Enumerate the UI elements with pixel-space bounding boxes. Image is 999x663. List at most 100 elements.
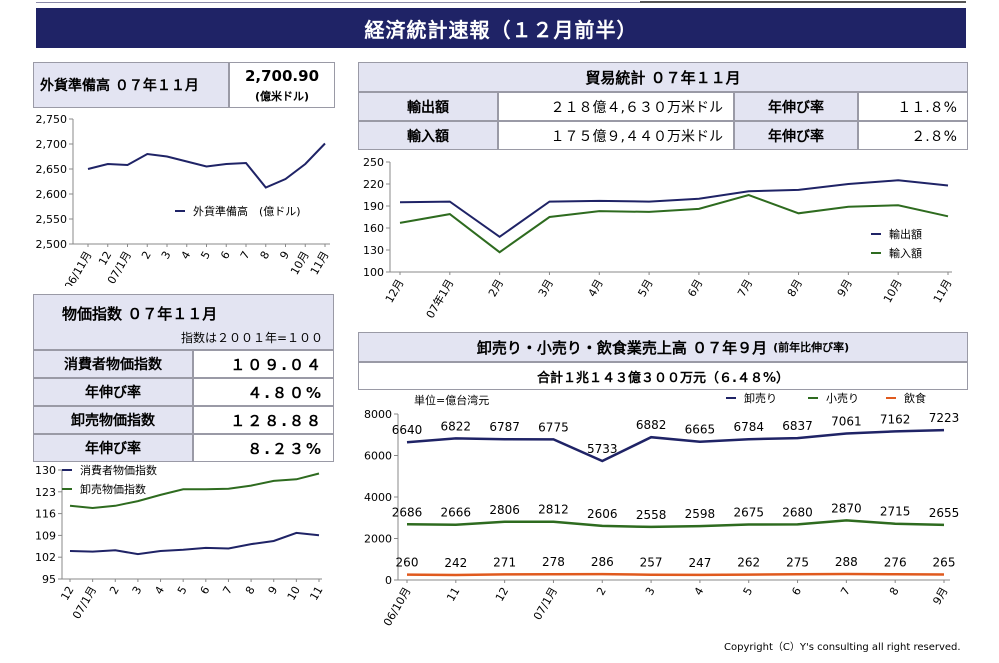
y-tick-label: 160 bbox=[363, 222, 384, 235]
data-label: 7162 bbox=[880, 412, 911, 426]
price-title: 物価指数 ０７年１１月 bbox=[62, 305, 218, 323]
legend-label: 卸売り bbox=[744, 391, 777, 405]
price-row-value: ８.２３% bbox=[193, 434, 334, 462]
data-label: 2558 bbox=[636, 508, 667, 522]
page-title: 経済統計速報（１２月前半） bbox=[36, 8, 966, 48]
y-tick-label: 102 bbox=[35, 551, 56, 564]
trade-row-value: ２１８億４,６３０万米ドル bbox=[498, 92, 734, 121]
legend-label: 消費者物価指数 bbox=[80, 463, 157, 477]
x-tick-label: 7 bbox=[238, 249, 253, 262]
x-tick-label: 06/10月 bbox=[381, 585, 414, 628]
fx-title-box: 外貨準備高 ０７年１１月 bbox=[33, 62, 229, 108]
x-tick-label: 4 bbox=[152, 584, 167, 597]
data-label: 257 bbox=[640, 556, 663, 570]
y-tick-label: 2,650 bbox=[36, 163, 68, 176]
x-tick-label: 9 bbox=[266, 584, 281, 597]
price-title-box: 物価指数 ０７年１１月 指数は２００１年=１００ bbox=[33, 294, 334, 350]
price-row-value: １２８.８８ bbox=[193, 406, 334, 434]
data-label: 271 bbox=[493, 555, 516, 569]
price-row-label: 年伸び率 bbox=[33, 378, 193, 406]
data-label: 2870 bbox=[831, 501, 862, 515]
sales-title-suffix: (前年比伸び率) bbox=[773, 341, 850, 354]
data-label: 265 bbox=[933, 556, 956, 570]
data-label: 6822 bbox=[441, 419, 472, 433]
x-tick-label: 07/1月 bbox=[531, 585, 560, 622]
price-row-value: １０９.０４ bbox=[193, 350, 334, 378]
trade-row-growth-label: 年伸び率 bbox=[734, 92, 858, 121]
y-tick-label: 130 bbox=[363, 244, 384, 257]
sales-title-box: 卸売り・小売り・飲食業売上高 ０７年９月 (前年比伸び率) bbox=[358, 332, 968, 362]
fx-title: 外貨準備高 ０７年１１月 bbox=[40, 78, 199, 94]
series-line bbox=[69, 472, 320, 510]
data-label: 2675 bbox=[733, 505, 764, 519]
data-label: 7061 bbox=[831, 414, 862, 428]
legend-label: 輸入額 bbox=[889, 246, 922, 260]
x-tick-label: 9月 bbox=[835, 277, 855, 299]
y-tick-label: 8000 bbox=[364, 408, 392, 421]
data-label: 2598 bbox=[685, 507, 716, 521]
x-tick-label: 2月 bbox=[486, 277, 506, 299]
series-line bbox=[406, 519, 945, 529]
x-tick-label: 4 bbox=[179, 249, 194, 262]
x-tick-label: 6 bbox=[789, 585, 804, 598]
series-line bbox=[406, 428, 945, 463]
legend-label: 外貨準備高 (億ドル) bbox=[193, 204, 301, 218]
data-label: 2715 bbox=[880, 505, 911, 519]
sales-total: 合計１兆１４３億３００万元（６.４８%） bbox=[537, 370, 789, 386]
x-tick-label: 7月 bbox=[735, 277, 755, 299]
data-label: 6787 bbox=[489, 420, 520, 434]
x-tick-label: 12 bbox=[58, 584, 76, 603]
trade-title-box: 貿易統計 ０７年１１月 bbox=[358, 62, 968, 92]
y-tick-label: 130 bbox=[35, 464, 56, 477]
sales-title: 卸売り・小売り・飲食業売上高 ０７年９月 bbox=[476, 338, 768, 357]
trade-row-growth-label: 年伸び率 bbox=[734, 121, 858, 150]
data-label: 2666 bbox=[441, 506, 472, 520]
data-label: 260 bbox=[396, 556, 419, 570]
y-tick-label: 190 bbox=[363, 200, 384, 213]
y-tick-label: 2000 bbox=[364, 533, 392, 546]
x-tick-label: 7 bbox=[220, 584, 235, 597]
y-tick-label: 0 bbox=[385, 574, 392, 587]
series-line bbox=[399, 179, 949, 239]
trade-title: 貿易統計 ０７年１１月 bbox=[585, 68, 741, 87]
x-tick-label: 11月 bbox=[308, 249, 332, 277]
y-tick-label: 2,550 bbox=[36, 213, 68, 226]
x-tick-label: 6月 bbox=[685, 277, 705, 299]
fx-value-box: 2,700.90 (億米ドル) bbox=[229, 62, 335, 108]
data-label: 5733 bbox=[587, 442, 618, 456]
data-label: 247 bbox=[688, 556, 711, 570]
trade-row-growth: ２.８% bbox=[858, 121, 968, 150]
data-label: 2655 bbox=[929, 506, 960, 520]
y-tick-label: 100 bbox=[363, 266, 384, 279]
series-line bbox=[399, 193, 949, 254]
y-tick-label: 4000 bbox=[364, 491, 392, 504]
data-label: 286 bbox=[591, 555, 614, 569]
x-tick-label: 11 bbox=[307, 584, 325, 603]
y-tick-label: 2,600 bbox=[36, 188, 68, 201]
x-tick-label: 4月 bbox=[586, 277, 606, 299]
series-line bbox=[87, 142, 326, 189]
x-tick-label: 6 bbox=[198, 584, 213, 597]
series-line bbox=[406, 572, 945, 577]
x-tick-label: 10 bbox=[285, 584, 303, 603]
legend-label: 飲食 bbox=[904, 391, 926, 405]
y-tick-label: 220 bbox=[363, 178, 384, 191]
data-label: 276 bbox=[884, 555, 907, 569]
x-tick-label: 10月 bbox=[881, 277, 905, 305]
x-tick-label: 3 bbox=[159, 249, 174, 262]
data-label: 2680 bbox=[782, 505, 813, 519]
x-tick-label: 8 bbox=[258, 249, 273, 262]
y-tick-label: 123 bbox=[35, 486, 56, 499]
x-tick-label: 12 bbox=[493, 585, 511, 604]
x-tick-label: 12月 bbox=[383, 277, 407, 305]
x-tick-label: 12 bbox=[96, 249, 114, 268]
trade-row-growth: １１.８% bbox=[858, 92, 968, 121]
x-tick-label: 7 bbox=[838, 585, 853, 598]
x-tick-label: 2 bbox=[139, 249, 154, 262]
trade-row-value: １７５億９,４４０万米ドル bbox=[498, 121, 734, 150]
fx-unit: (億米ドル) bbox=[254, 90, 310, 103]
sales-total-box: 合計１兆１４３億３００万元（６.４８%） bbox=[358, 362, 968, 390]
price-row-label: 消費者物価指数 bbox=[33, 350, 193, 378]
